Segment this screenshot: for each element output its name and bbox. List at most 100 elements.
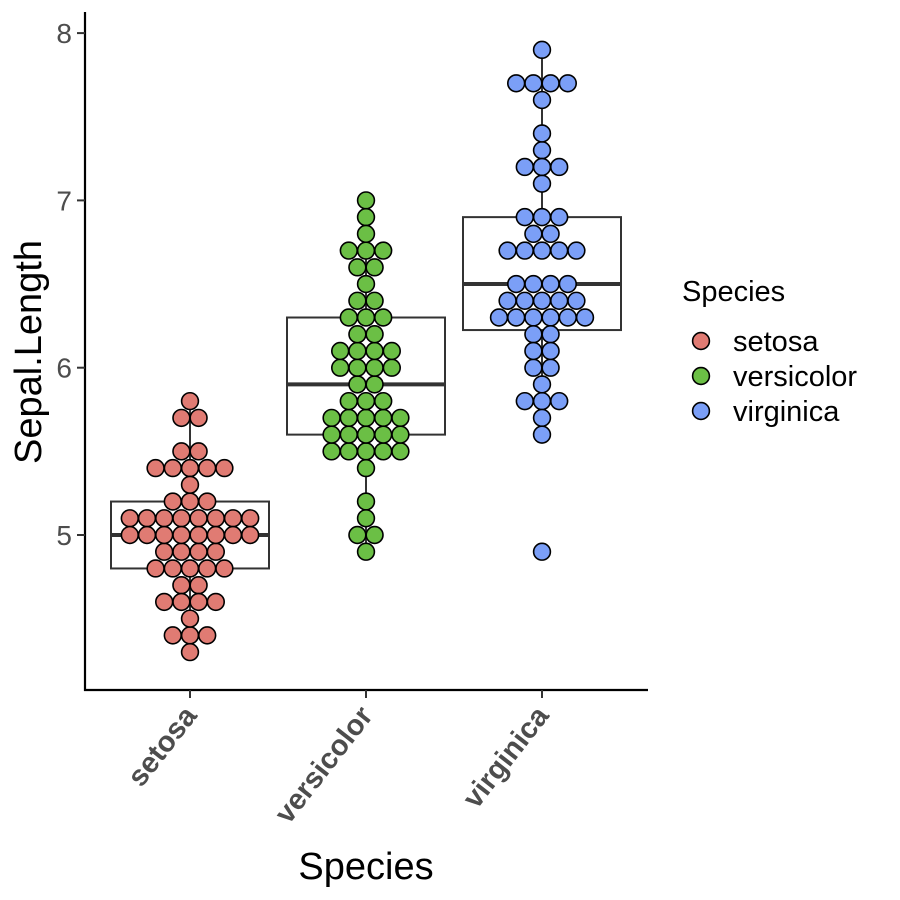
data-point xyxy=(365,375,384,394)
dots-versicolor xyxy=(322,191,410,561)
data-point xyxy=(348,525,367,545)
x-axis-title: Species xyxy=(298,846,433,888)
data-point xyxy=(189,408,208,428)
y-tick-label: 5 xyxy=(56,520,72,551)
data-point xyxy=(339,442,358,461)
data-point xyxy=(567,241,586,260)
legend-label: versicolor xyxy=(733,361,857,393)
data-point xyxy=(322,408,341,428)
data-point xyxy=(515,157,534,177)
x-axis-ticks: setosa versicolor virginica xyxy=(122,690,556,830)
data-point xyxy=(524,358,543,377)
data-point xyxy=(206,592,226,612)
data-point xyxy=(198,559,217,578)
data-point xyxy=(198,626,217,645)
data-point xyxy=(356,458,376,478)
data-point xyxy=(215,559,234,578)
data-point xyxy=(532,124,552,143)
data-point xyxy=(558,308,577,327)
data-point xyxy=(374,241,393,260)
legend-key-versicolor xyxy=(691,366,711,386)
data-point xyxy=(180,458,200,478)
data-point xyxy=(155,509,174,528)
data-point xyxy=(391,408,410,428)
data-point xyxy=(365,525,384,545)
data-point xyxy=(198,492,217,511)
data-point xyxy=(120,509,140,528)
data-point xyxy=(155,525,174,545)
data-point xyxy=(532,291,552,310)
data-point xyxy=(489,308,509,327)
data-point xyxy=(532,542,552,561)
data-point xyxy=(180,559,200,578)
data-point xyxy=(532,90,552,110)
data-point xyxy=(163,458,183,478)
data-point xyxy=(541,274,560,294)
y-axis-ticks: 5 6 7 8 xyxy=(56,18,85,551)
data-point xyxy=(241,525,260,545)
data-point xyxy=(206,509,226,528)
data-point xyxy=(206,525,226,545)
data-point xyxy=(374,391,393,411)
data-point xyxy=(365,291,384,310)
data-point xyxy=(532,207,552,227)
y-tick-label: 8 xyxy=(56,18,72,49)
data-point xyxy=(515,241,534,260)
data-point xyxy=(322,425,341,444)
data-point xyxy=(163,559,183,578)
dots-setosa xyxy=(120,391,260,662)
data-point xyxy=(172,592,191,612)
data-point xyxy=(198,458,217,478)
data-point xyxy=(498,241,517,260)
data-point xyxy=(180,642,200,662)
x-tick-label-setosa: setosa xyxy=(122,700,204,793)
data-point xyxy=(515,391,534,411)
data-point xyxy=(365,358,384,377)
data-point xyxy=(155,592,174,612)
data-point xyxy=(339,408,358,428)
data-point xyxy=(532,141,552,160)
data-point xyxy=(172,408,191,428)
data-point xyxy=(331,358,350,377)
data-point xyxy=(120,525,140,545)
data-point xyxy=(391,425,410,444)
y-tick-label: 6 xyxy=(56,353,72,384)
data-point xyxy=(498,291,517,310)
data-point xyxy=(532,408,552,428)
data-point xyxy=(137,525,157,545)
data-point xyxy=(356,241,376,260)
legend-item-setosa: setosa xyxy=(691,326,819,358)
data-point xyxy=(532,174,552,193)
data-point xyxy=(146,458,165,478)
dots-virginica xyxy=(489,40,595,561)
legend-item-virginica: virginica xyxy=(691,396,840,428)
data-point xyxy=(356,308,376,327)
data-point xyxy=(524,341,543,361)
data-point xyxy=(549,157,569,177)
data-point xyxy=(339,391,358,411)
data-point xyxy=(348,325,367,344)
data-point xyxy=(356,274,376,294)
data-point xyxy=(524,74,543,93)
data-point xyxy=(532,241,552,260)
data-point xyxy=(524,274,543,294)
data-point xyxy=(541,325,560,344)
data-point xyxy=(215,458,234,478)
data-point xyxy=(532,157,552,177)
data-point xyxy=(339,425,358,444)
data-point xyxy=(356,224,376,244)
data-point xyxy=(172,575,191,595)
data-point xyxy=(163,626,183,645)
data-point xyxy=(146,559,165,578)
dotplot-layer xyxy=(120,40,595,662)
data-point xyxy=(155,542,174,561)
data-point xyxy=(339,241,358,260)
data-point xyxy=(507,74,526,93)
data-point xyxy=(549,241,569,260)
legend-label: setosa xyxy=(733,326,819,358)
data-point xyxy=(356,492,376,511)
data-point xyxy=(541,308,560,327)
data-point xyxy=(180,492,200,511)
data-point xyxy=(356,509,376,528)
